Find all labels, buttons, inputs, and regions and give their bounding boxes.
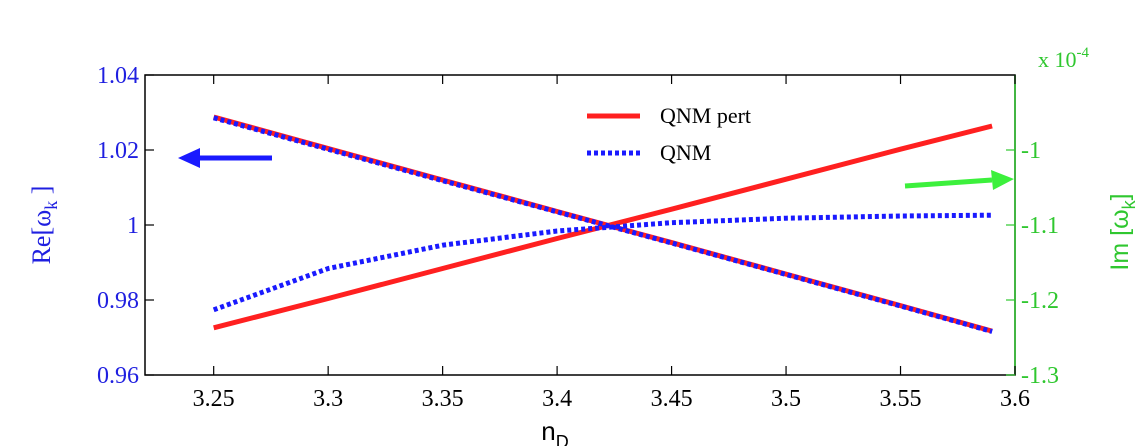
right-tick-label: -1	[1021, 138, 1041, 164]
legend: QNM pert QNM	[587, 103, 751, 165]
x-tick-label: 3.4	[542, 386, 572, 412]
left-tick-label: 0.96	[97, 363, 139, 389]
left-axis-arrow	[178, 148, 272, 168]
ticks-layer: 3.25 3.3 3.35 3.4 3.45 3.5 3.55 3.6 0.96 0.98 1 1.0…	[97, 63, 1059, 412]
right-tick-label: -1.2	[1021, 288, 1059, 314]
x-axis-label: nD	[541, 416, 568, 446]
series-line-qnm-left	[213, 115, 993, 334]
right-axis-label: Im [ωk]	[1106, 193, 1139, 270]
legend-label-qnm-pert: QNM pert	[660, 103, 751, 128]
x-tick-label: 3.6	[1000, 386, 1030, 412]
plot-area	[144, 74, 1016, 376]
x-tick-label: 3.3	[313, 386, 343, 412]
right-tick-label: -1.3	[1021, 363, 1059, 389]
left-tick-label: 1.02	[97, 138, 139, 164]
series-layer	[212, 114, 993, 334]
x-tick-label: 3.25	[193, 386, 235, 412]
left-tick-label: 1	[127, 213, 139, 239]
left-tick-label: 1.04	[97, 63, 139, 89]
series-line-qnm-right	[212, 212, 993, 313]
left-tick-label: 0.98	[97, 288, 139, 314]
legend-label-qnm: QNM	[660, 140, 711, 165]
series-line-qnm-pert-right	[213, 123, 993, 331]
x-tick-label: 3.55	[880, 386, 922, 412]
right-axis-arrow	[904, 170, 1014, 190]
x-tick-label: 3.5	[771, 386, 801, 412]
left-axis-label: Re[ωk ]	[27, 186, 61, 265]
right-tick-label: -1.1	[1021, 213, 1059, 239]
right-axis-multiplier: x 10-4	[1038, 45, 1089, 72]
x-tick-label: 3.45	[651, 386, 693, 412]
x-tick-label: 3.35	[422, 386, 464, 412]
